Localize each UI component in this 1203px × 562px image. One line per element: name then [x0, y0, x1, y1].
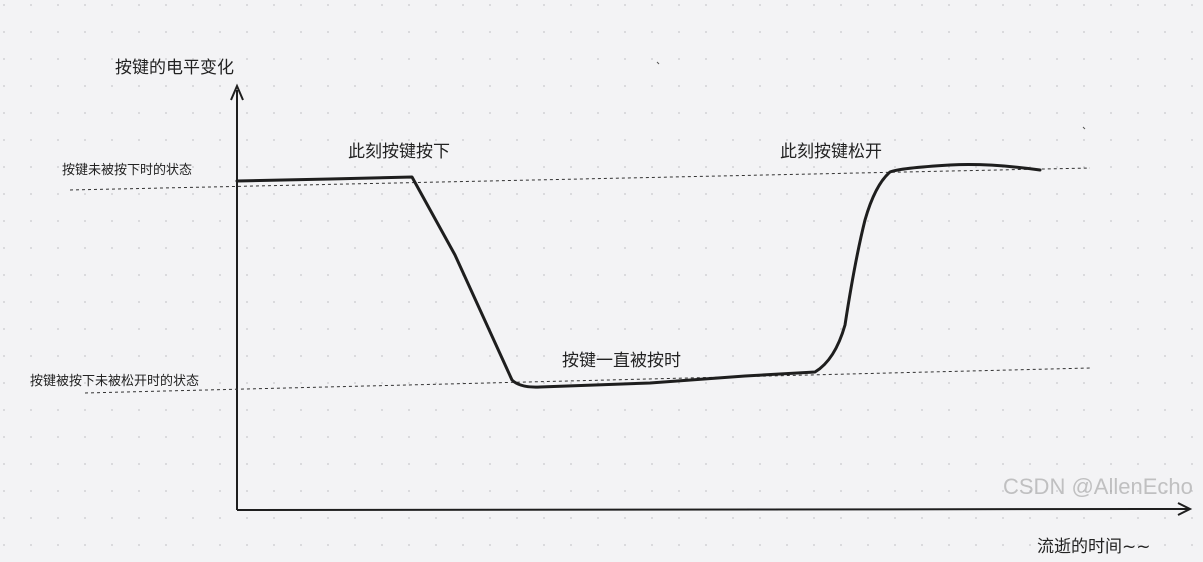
y-axis-label: 按键的电平变化 — [115, 58, 234, 78]
x-axis-label: 流逝的时间~~ — [1037, 537, 1151, 557]
x-axis-arrow-icon — [1177, 502, 1193, 516]
y-axis — [230, 83, 244, 510]
holding-label: 按键一直被按时 — [562, 351, 681, 371]
press-moment-label: 此刻按键按下 — [348, 142, 450, 162]
stray-marks — [656, 61, 1086, 130]
y-axis-arrow-icon — [230, 83, 244, 101]
high-level-dashed-line — [69, 167, 1091, 191]
signal-curve — [235, 163, 1042, 389]
release-moment-label: 此刻按键松开 — [780, 142, 882, 162]
x-axis — [236, 502, 1193, 516]
pressed-state-label: 按键被按下未被松开时的状态 — [30, 374, 200, 389]
watermark: CSDN @AllenEcho — [1003, 474, 1193, 499]
released-state-label: 按键未被按下时的状态 — [62, 163, 193, 178]
